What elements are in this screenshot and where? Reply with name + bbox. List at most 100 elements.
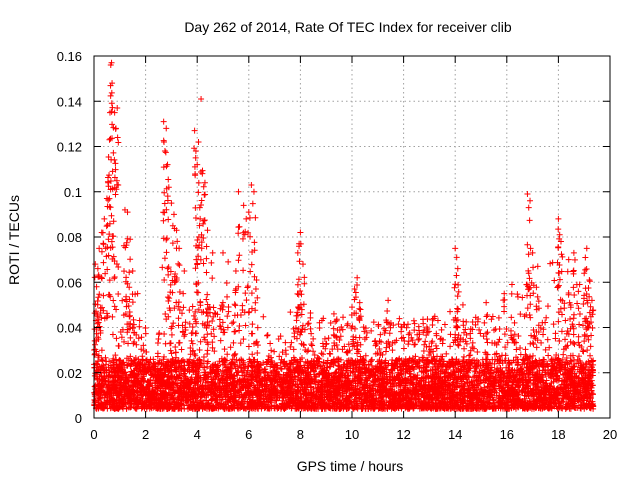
data-point: [483, 395, 490, 402]
data-point: [486, 374, 493, 381]
data-point: [335, 362, 342, 369]
data-point: [558, 381, 565, 388]
data-point: [172, 349, 179, 356]
data-point: [389, 347, 396, 354]
data-point: [552, 330, 559, 337]
data-point: [109, 313, 116, 320]
data-point: [175, 364, 182, 371]
data-point: [527, 301, 534, 308]
data-point: [255, 361, 262, 368]
data-point: [279, 349, 286, 356]
data-point: [396, 356, 403, 363]
data-point: [492, 374, 499, 381]
data-point: [233, 356, 240, 363]
data-point: [534, 337, 541, 344]
data-point: [119, 297, 126, 304]
data-point: [396, 315, 403, 322]
data-point: [204, 358, 211, 365]
data-point: [142, 324, 149, 331]
data-point: [169, 323, 175, 330]
data-point: [178, 377, 185, 384]
data-point: [355, 395, 362, 402]
data-point: [579, 348, 586, 355]
data-point: [582, 266, 589, 273]
data-point: [335, 355, 342, 362]
data-point: [495, 314, 502, 321]
data-point: [310, 348, 317, 355]
data-point: [124, 362, 131, 369]
data-point: [583, 392, 590, 399]
data-point: [386, 330, 393, 337]
data-point: [420, 347, 427, 354]
data-point: [553, 351, 560, 358]
data-point: [502, 402, 509, 409]
data-point: [563, 354, 570, 361]
data-point: [98, 347, 105, 354]
data-point: [567, 316, 574, 323]
data-point: [390, 322, 397, 329]
data-point: [200, 354, 207, 361]
data-point: [147, 391, 154, 398]
data-point: [275, 335, 282, 342]
data-point: [249, 321, 256, 328]
data-point: [201, 334, 208, 341]
data-point: [514, 293, 521, 300]
data-point: [441, 321, 448, 328]
data-point: [544, 336, 551, 343]
data-point: [489, 313, 496, 320]
data-point: [421, 327, 428, 334]
data-point: [96, 291, 103, 298]
data-point: [429, 316, 436, 323]
data-point: [293, 390, 300, 397]
data-point: [343, 349, 350, 356]
data-point: [304, 348, 311, 355]
data-point: [370, 319, 377, 326]
data-point: [515, 391, 522, 398]
data-point: [273, 369, 280, 376]
data-point: [163, 316, 170, 323]
data-point: [205, 341, 212, 348]
data-point: [185, 362, 192, 369]
data-point: [567, 368, 574, 375]
data-point: [340, 314, 347, 321]
data-point: [274, 403, 281, 410]
data-point: [351, 375, 358, 382]
data-point: [160, 356, 167, 363]
data-point: [143, 349, 150, 356]
data-point: [469, 319, 476, 326]
data-point: [172, 376, 179, 383]
data-point: [375, 323, 382, 330]
data-point: [434, 317, 441, 324]
data-point: [115, 342, 122, 349]
data-point: [575, 305, 582, 312]
data-point: [321, 335, 328, 342]
data-point: [291, 333, 298, 340]
data-point: [131, 338, 138, 345]
data-point: [142, 330, 149, 337]
data-point: [368, 327, 375, 334]
data-point: [431, 360, 438, 367]
data-point: [102, 354, 109, 361]
data-point: [561, 305, 568, 312]
data-point: [391, 339, 398, 346]
data-point: [148, 405, 155, 412]
data-point: [197, 397, 204, 404]
data-point: [264, 332, 271, 339]
data-point: [454, 341, 461, 348]
data-point: [529, 339, 536, 346]
data-point: [475, 374, 482, 381]
data-point: [221, 356, 228, 363]
data-point: [424, 316, 431, 323]
data-point: [431, 313, 438, 320]
data-points: [91, 59, 597, 412]
data-point: [192, 366, 199, 373]
data-point: [439, 353, 446, 360]
data-point: [530, 326, 537, 333]
data-point: [219, 367, 226, 374]
data-point: [253, 338, 260, 345]
data-point: [571, 341, 578, 348]
data-point: [402, 369, 409, 376]
data-point: [449, 371, 456, 378]
data-point: [316, 356, 323, 363]
data-point: [515, 332, 522, 339]
